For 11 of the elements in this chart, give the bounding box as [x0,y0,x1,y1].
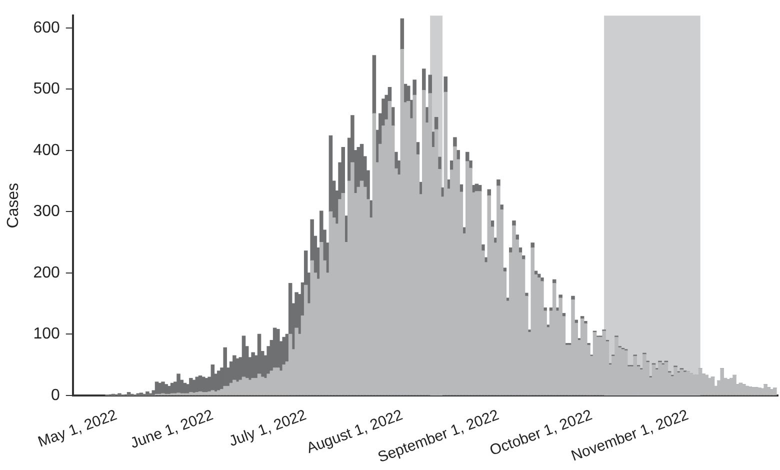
y-tick-label: 400 [33,142,60,159]
x-tick-label: June 1, 2022 [128,406,216,452]
y-tick-label: 200 [33,264,60,282]
y-tick-label: 500 [33,80,60,98]
y-tick-label: 600 [33,19,60,36]
x-tick-label: May 1, 2022 [36,406,120,451]
y-tick-label: 0 [50,386,60,404]
y-tick-label: 100 [33,326,60,343]
y-axis-title: Cases [5,182,22,228]
x-tick-label: July 1, 2022 [226,406,309,450]
y-tick-label: 300 [33,203,60,220]
